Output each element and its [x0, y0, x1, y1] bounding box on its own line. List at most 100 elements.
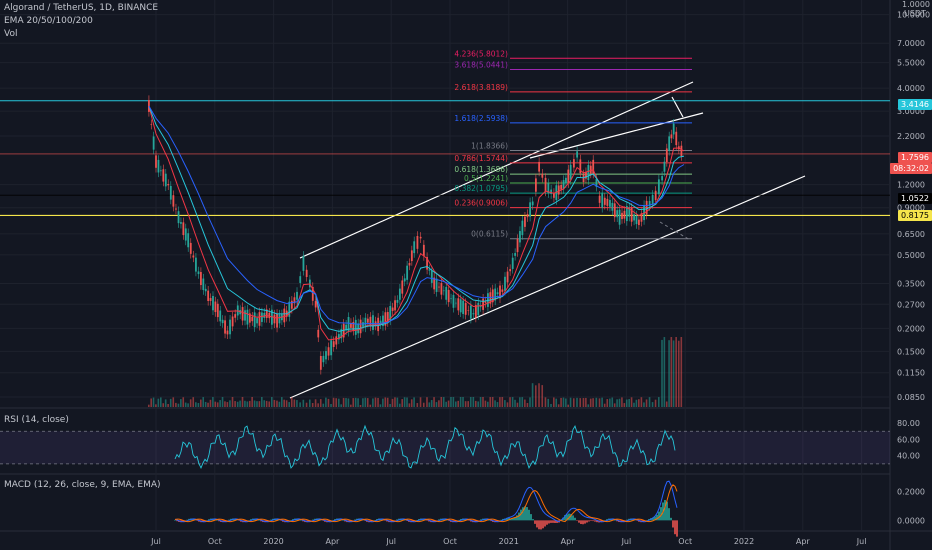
volume-bar	[276, 400, 278, 407]
candle-body	[638, 219, 640, 226]
symbol-title: Algorand / TetherUS, 1D, BINANCE	[4, 3, 159, 13]
volume-bar	[677, 340, 680, 407]
ema-50-line	[148, 105, 685, 332]
candle-body	[229, 319, 231, 335]
macd-histogram-bar	[342, 520, 344, 521]
candle-body	[618, 209, 621, 225]
candle-body	[462, 300, 465, 314]
candle-body	[668, 136, 671, 152]
macd-histogram-bar	[384, 520, 386, 521]
candle-body	[396, 299, 399, 303]
candle-body	[308, 279, 311, 288]
macd-histogram-bar	[300, 520, 302, 521]
macd-histogram-bar	[654, 516, 656, 521]
volume-bar	[680, 337, 683, 407]
level-price-badge: 1.0522	[898, 193, 932, 204]
volume-bar	[519, 397, 521, 407]
candle-body	[467, 310, 470, 311]
macd-histogram-bar	[522, 507, 524, 521]
candle-body	[511, 257, 514, 269]
macd-histogram-bar	[534, 520, 536, 524]
volume-bar	[462, 397, 464, 407]
candle-body	[457, 298, 460, 311]
candle-body	[547, 183, 550, 194]
volume-bar	[514, 399, 516, 407]
macd-histogram-bar	[216, 520, 218, 521]
macd-histogram-bar	[546, 520, 548, 525]
volume-bar	[357, 398, 359, 407]
volume-bar	[494, 400, 496, 407]
candle-body	[212, 295, 214, 311]
time-tick-label: Apr	[796, 537, 811, 546]
candle-body	[553, 192, 555, 198]
volume-bar	[175, 402, 177, 407]
volume-bar	[630, 397, 633, 407]
macd-histogram-bar	[656, 514, 658, 521]
candle-body	[322, 355, 325, 363]
candle-body	[603, 197, 606, 205]
volume-bar	[278, 401, 281, 407]
macd-histogram-bar	[552, 520, 554, 523]
volume-bar	[643, 402, 645, 407]
rsi-pane: 80.00 60.00 40.00	[0, 419, 920, 470]
candle-body	[290, 300, 293, 309]
volume-bar	[672, 340, 675, 407]
price-tick-label: 0.5000	[897, 251, 925, 260]
macd-histogram-bar	[436, 520, 438, 521]
volume-bar	[433, 397, 435, 407]
volume-bar	[382, 398, 384, 407]
candle-body	[524, 216, 526, 227]
volume-bar	[221, 397, 224, 407]
volume-bar	[189, 399, 192, 407]
volume-bar	[159, 397, 162, 407]
volume-bar	[579, 398, 582, 407]
candle-body	[672, 123, 675, 135]
candle-body	[438, 286, 440, 288]
volume-bar	[352, 398, 355, 407]
macd-histogram-bar	[542, 520, 544, 529]
candle-body	[670, 134, 673, 139]
volume-bar	[496, 402, 499, 407]
candle-body	[155, 155, 157, 168]
candle-body	[354, 319, 357, 335]
volume-bar	[428, 402, 431, 407]
rsi-tick-label: 60.00	[897, 435, 920, 444]
macd-histogram-bar	[198, 520, 200, 522]
macd-histogram-bar	[670, 517, 672, 521]
volume-bar	[651, 402, 654, 407]
volume-bar	[603, 403, 606, 407]
macd-histogram-bar	[352, 520, 354, 521]
macd-histogram-bar	[224, 520, 226, 522]
macd-histogram-bar	[512, 518, 514, 521]
volume-bar	[229, 400, 231, 407]
candle-body	[567, 169, 570, 184]
volume-bar	[362, 398, 364, 407]
volume-bar	[204, 401, 207, 407]
candle-body	[167, 183, 170, 186]
volume-bar	[562, 397, 565, 407]
macd-histogram-bar	[540, 520, 542, 530]
fib-level-label: 0(0.6115)	[471, 230, 508, 239]
volume-bar	[430, 400, 433, 407]
candle-body	[628, 207, 631, 217]
candle-body	[350, 322, 352, 328]
macd-histogram-bar	[394, 520, 396, 521]
candle-body	[391, 307, 394, 311]
volume-bar	[598, 398, 601, 407]
macd-histogram-bar	[364, 520, 366, 521]
candle-body	[253, 312, 256, 328]
candle-body	[394, 300, 396, 311]
volume-bar	[369, 404, 372, 407]
candle-body	[221, 319, 224, 324]
candle-body	[195, 257, 197, 272]
macd-histogram-bar	[584, 520, 586, 524]
candle-body	[544, 177, 547, 192]
price-tick-label: 0.6500	[897, 230, 925, 239]
volume-bar	[350, 404, 352, 407]
volume-bar	[268, 401, 271, 407]
macd-histogram-bar	[402, 518, 404, 521]
candle-body	[534, 178, 537, 192]
candle-body	[209, 298, 212, 301]
volume-bar	[538, 383, 540, 407]
